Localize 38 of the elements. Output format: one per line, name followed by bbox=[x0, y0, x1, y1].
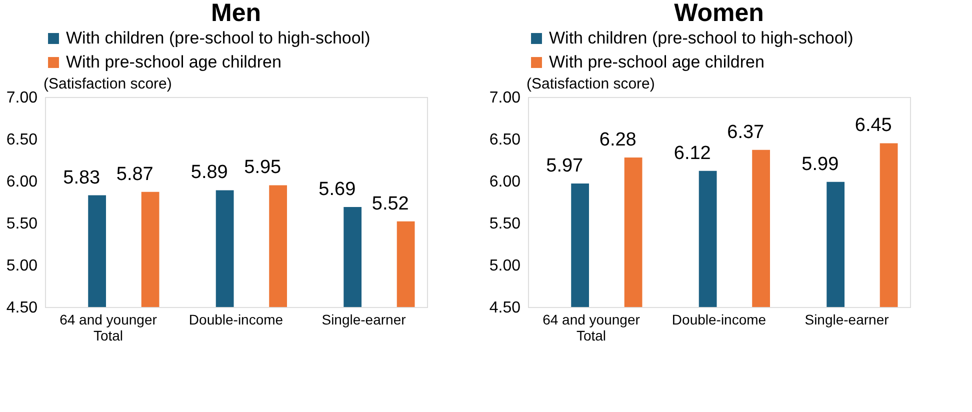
y-tick-label: 5.50 bbox=[6, 216, 38, 232]
chart-title: Women bbox=[674, 0, 764, 27]
legend-label: With pre-school age children bbox=[66, 52, 282, 72]
y-tick-label: 6.00 bbox=[6, 174, 38, 190]
y-tick-label: 7.00 bbox=[489, 90, 521, 106]
y-tick-label: 5.00 bbox=[6, 258, 38, 274]
data-label: 5.83 bbox=[63, 167, 100, 188]
x-tick-label: Single-earner bbox=[322, 312, 406, 328]
data-label: 6.28 bbox=[599, 129, 636, 150]
y-tick-label: 4.50 bbox=[489, 300, 521, 316]
chart-title: Men bbox=[211, 0, 261, 27]
x-tick-label: Single-earner bbox=[804, 312, 890, 328]
data-label: 5.69 bbox=[318, 179, 356, 200]
y-tick-label: 6.00 bbox=[489, 174, 521, 190]
y-tick-label: 6.50 bbox=[6, 132, 38, 148]
data-label: 5.89 bbox=[190, 162, 228, 184]
x-tick-label: 64 and younger Total bbox=[60, 312, 158, 344]
legend-label: With children (pre-school to high-school) bbox=[66, 28, 370, 48]
y-tick-label: 4.50 bbox=[6, 300, 38, 316]
y-tick-label: 6.50 bbox=[489, 132, 521, 148]
data-label: 6.12 bbox=[674, 142, 711, 164]
data-label: 5.52 bbox=[372, 193, 409, 214]
legend-label: With children (pre-school to high-school) bbox=[549, 28, 854, 48]
x-tick-label: Double-income bbox=[672, 312, 766, 328]
x-tick-label: Double-income bbox=[188, 312, 284, 328]
data-label: 6.37 bbox=[727, 122, 764, 143]
y-tick-label: 5.50 bbox=[489, 216, 521, 232]
y-axis-title: (Satisfaction score) bbox=[526, 76, 655, 92]
data-label: 5.95 bbox=[244, 157, 282, 178]
x-tick-label: 64 and younger Total bbox=[542, 312, 640, 344]
y-axis-title: (Satisfaction score) bbox=[44, 76, 172, 92]
y-tick-label: 7.00 bbox=[6, 90, 38, 106]
legend-label: With pre-school age children bbox=[549, 52, 764, 72]
data-label: 6.45 bbox=[854, 115, 892, 136]
y-tick-label: 5.00 bbox=[489, 258, 521, 274]
data-label: 5.99 bbox=[802, 154, 839, 175]
data-label: 5.97 bbox=[546, 156, 584, 177]
data-label: 5.87 bbox=[116, 164, 154, 185]
